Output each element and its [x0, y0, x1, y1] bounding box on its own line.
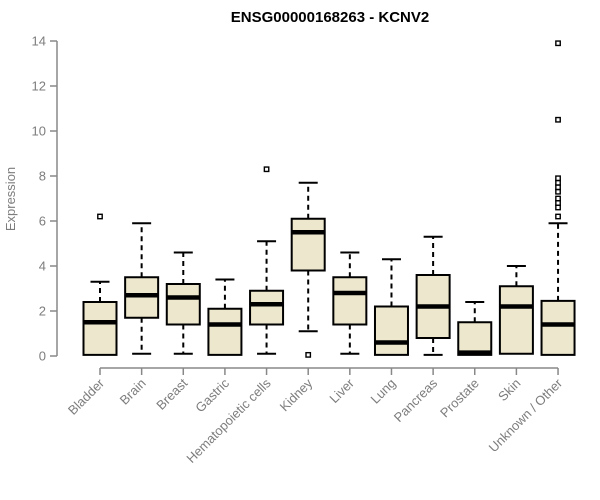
outlier-kidney-0 [305, 351, 312, 358]
y-axis: 0 2 4 6 8 10 12 14 [32, 34, 58, 364]
x-tick-label-unknown-other: Unknown / Other [486, 375, 566, 455]
box-unknown-other [540, 299, 576, 356]
outlier-bladder-0 [97, 213, 103, 220]
outlier-unknown-other-3 [555, 195, 561, 202]
box-kidney [290, 217, 326, 272]
y-tick-label-14: 14 [32, 34, 46, 49]
box-group-kidney [290, 181, 326, 358]
chart-title: ENSG00000168263 - KCNV2 [231, 9, 429, 26]
outlier-unknown-other-5 [555, 184, 561, 191]
y-tick-label-4: 4 [39, 259, 46, 274]
box-group-pancreas [415, 235, 451, 356]
outlier-unknown-other-1 [555, 204, 561, 211]
outlier-hematopoietic-cells-0 [263, 166, 270, 173]
box-group-liver [332, 251, 368, 355]
y-tick-label-6: 6 [39, 214, 46, 229]
box-lung [373, 305, 409, 356]
y-tick-label-12: 12 [32, 79, 46, 94]
box-group-bladder [82, 213, 118, 356]
box-hematopoietic-cells [249, 289, 285, 326]
box-group-lung [373, 258, 409, 356]
outlier-unknown-other-9 [555, 40, 561, 47]
box-bladder [82, 301, 118, 356]
x-tick-label-skin: Skin [495, 376, 523, 404]
y-tick-label-10: 10 [32, 124, 46, 139]
box-group-gastric [207, 278, 243, 356]
outlier-unknown-other-4 [555, 188, 561, 195]
box-group-brain [124, 222, 160, 355]
outlier-unknown-other-0 [555, 213, 561, 220]
box-breast [165, 283, 201, 326]
outlier-unknown-other-7 [555, 175, 561, 182]
y-tick-label-2: 2 [39, 304, 46, 319]
x-tick-label-brain: Brain [117, 376, 149, 408]
box-prostate [457, 321, 493, 356]
x-tick-label-liver: Liver [326, 375, 357, 406]
x-tick-label-gastric: Gastric [192, 375, 232, 415]
y-tick-label-8: 8 [39, 169, 46, 184]
box-group-breast [165, 251, 201, 355]
x-tick-label-breast: Breast [153, 375, 190, 412]
x-tick-label-kidney: Kidney [277, 375, 316, 414]
outlier-unknown-other-6 [555, 179, 561, 186]
outlier-unknown-other-2 [555, 200, 561, 206]
box-gastric [207, 307, 243, 356]
boxes-layer [82, 40, 576, 358]
outlier-unknown-other-8 [555, 116, 561, 123]
x-tick-label-prostate: Prostate [437, 376, 482, 421]
y-axis-title: Expression [3, 167, 18, 231]
x-tick-label-lung: Lung [368, 376, 399, 407]
box-group-unknown-other [540, 40, 576, 356]
y-tick-label-0: 0 [39, 349, 46, 364]
box-group-hematopoietic-cells [249, 166, 285, 355]
box-liver [332, 276, 368, 326]
box-skin [498, 285, 534, 355]
x-tick-label-bladder: Bladder [65, 375, 108, 418]
box-group-prostate [457, 301, 493, 356]
x-tick-label-pancreas: Pancreas [391, 375, 441, 425]
box-group-skin [498, 265, 534, 355]
